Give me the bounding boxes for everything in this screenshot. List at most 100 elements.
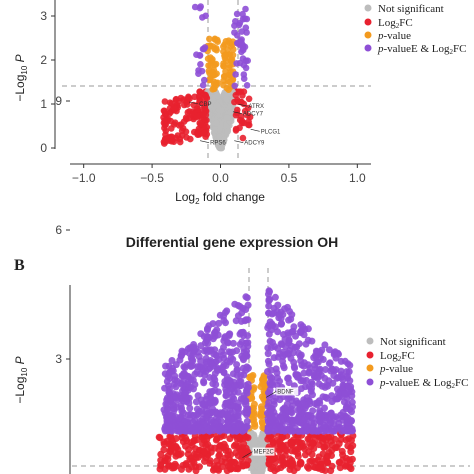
panel-a-point <box>211 126 218 134</box>
panel-b-point <box>309 414 317 422</box>
panel-b-point <box>164 455 172 463</box>
panel-b-point <box>211 444 219 452</box>
panel-b: B Differential gene expression OH −Log10… <box>13 94 470 474</box>
panel-b-point <box>240 356 247 364</box>
panel-a-point <box>231 29 238 36</box>
panel-b-point <box>337 357 345 365</box>
panel-a-point <box>239 10 246 18</box>
panel-b-point <box>225 331 233 338</box>
panel-b-point <box>231 458 239 466</box>
panel-a-point <box>239 92 246 99</box>
panel-b-point <box>156 434 164 442</box>
panel-b-point <box>291 343 299 351</box>
legend-item-pvalue-and-log2fc: p-valueE & Log2FC <box>366 377 468 390</box>
panel-b-point <box>320 421 328 429</box>
panel-b-point <box>303 427 311 435</box>
panel-a-point <box>193 51 200 58</box>
panel-b-point <box>206 374 214 381</box>
panel-b-point <box>334 395 342 403</box>
panel-a-point <box>187 135 194 143</box>
panel-b-point <box>239 462 247 470</box>
panel-b-point <box>168 436 176 444</box>
panel-b-point <box>166 411 174 419</box>
panel-b-point <box>334 415 342 422</box>
panel-b-point <box>266 288 273 296</box>
panel-a-x-tick-label: 0.0 <box>212 171 229 185</box>
panel-b-point <box>243 417 251 425</box>
panel-b-point <box>348 408 355 416</box>
panel-b-point <box>274 374 281 382</box>
svg-text:p-valueE & Log2FC: p-valueE & Log2FC <box>379 377 468 390</box>
panel-b-letter: B <box>14 257 25 274</box>
panel-a-point <box>166 99 174 106</box>
panel-a: −Log10 P 0 1 2 3 −1.0 −0.5 0.0 0.5 1.0 ATRX ADCY… <box>13 0 466 206</box>
panel-a-point <box>170 121 178 128</box>
panel-b-point <box>329 379 337 387</box>
panel-b-point <box>336 459 344 467</box>
panel-b-point <box>190 437 198 445</box>
panel-a-gene-pointer <box>234 140 244 144</box>
panel-a-point <box>213 102 221 109</box>
panel-b-point <box>285 379 293 387</box>
panel-b-point <box>294 373 301 381</box>
panel-b-point <box>288 447 296 455</box>
panel-b-point <box>259 440 266 448</box>
panel-a-point <box>193 113 201 121</box>
panel-a-point <box>206 35 213 43</box>
svg-text:Not significant: Not significant <box>380 336 446 348</box>
panel-b-point <box>226 349 234 357</box>
panel-a-x-tick-label: −0.5 <box>140 171 164 185</box>
panel-a-gene-label: ADCY9 <box>244 141 265 147</box>
panel-b-point <box>249 372 257 379</box>
panel-b-point <box>191 445 199 453</box>
panel-b-point <box>235 421 242 429</box>
panel-b-point <box>244 384 252 392</box>
panel-b-point <box>220 426 228 434</box>
panel-b-point <box>288 427 296 435</box>
panel-b-y-ticks: 3 6 9 <box>55 94 70 366</box>
panel-b-point <box>265 309 273 317</box>
panel-b-gene-label-bg <box>276 387 299 396</box>
panel-a-x-tick-label: −1.0 <box>72 171 96 185</box>
panel-a-point <box>236 19 244 27</box>
panel-b-gene-label-bg <box>252 447 275 456</box>
panel-b-point <box>348 398 356 406</box>
panel-b-point <box>173 377 181 385</box>
panel-b-point <box>241 426 248 434</box>
panel-b-point <box>284 394 292 402</box>
panel-b-point <box>215 319 223 327</box>
panel-b-point <box>200 448 208 456</box>
panel-b-point <box>266 373 274 381</box>
panel-b-gene-label: MEF2C <box>254 450 275 456</box>
panel-b-point <box>287 354 295 362</box>
panel-a-point <box>222 51 229 58</box>
panel-b-point <box>270 397 278 405</box>
panel-b-point <box>337 371 345 379</box>
panel-b-point <box>276 438 284 446</box>
panel-b-point <box>161 384 169 392</box>
panel-b-point <box>285 316 293 324</box>
panel-b-point <box>326 410 334 418</box>
panel-a-point <box>200 130 208 137</box>
panel-b-point <box>200 377 208 385</box>
panel-b-point <box>209 427 217 434</box>
panel-b-point <box>327 467 335 474</box>
panel-b-point <box>178 465 185 473</box>
panel-b-point <box>160 440 168 448</box>
panel-b-point <box>328 427 335 435</box>
panel-a-point <box>214 138 221 146</box>
panel-b-point <box>242 316 250 324</box>
panel-b-point <box>185 383 192 391</box>
panel-a-y-tick-label: 3 <box>40 9 47 23</box>
legend-item-log2fc: Log2FC <box>364 17 413 30</box>
panel-b-point <box>283 400 291 408</box>
panel-a-point <box>244 104 252 112</box>
panel-a-point <box>228 56 236 63</box>
panel-b-point <box>224 338 231 346</box>
panel-b-point <box>282 427 290 434</box>
panel-a-point <box>242 5 249 13</box>
panel-b-point <box>202 358 210 366</box>
panel-b-point <box>332 354 340 362</box>
panel-b-point <box>272 365 280 373</box>
panel-b-point <box>235 442 243 450</box>
